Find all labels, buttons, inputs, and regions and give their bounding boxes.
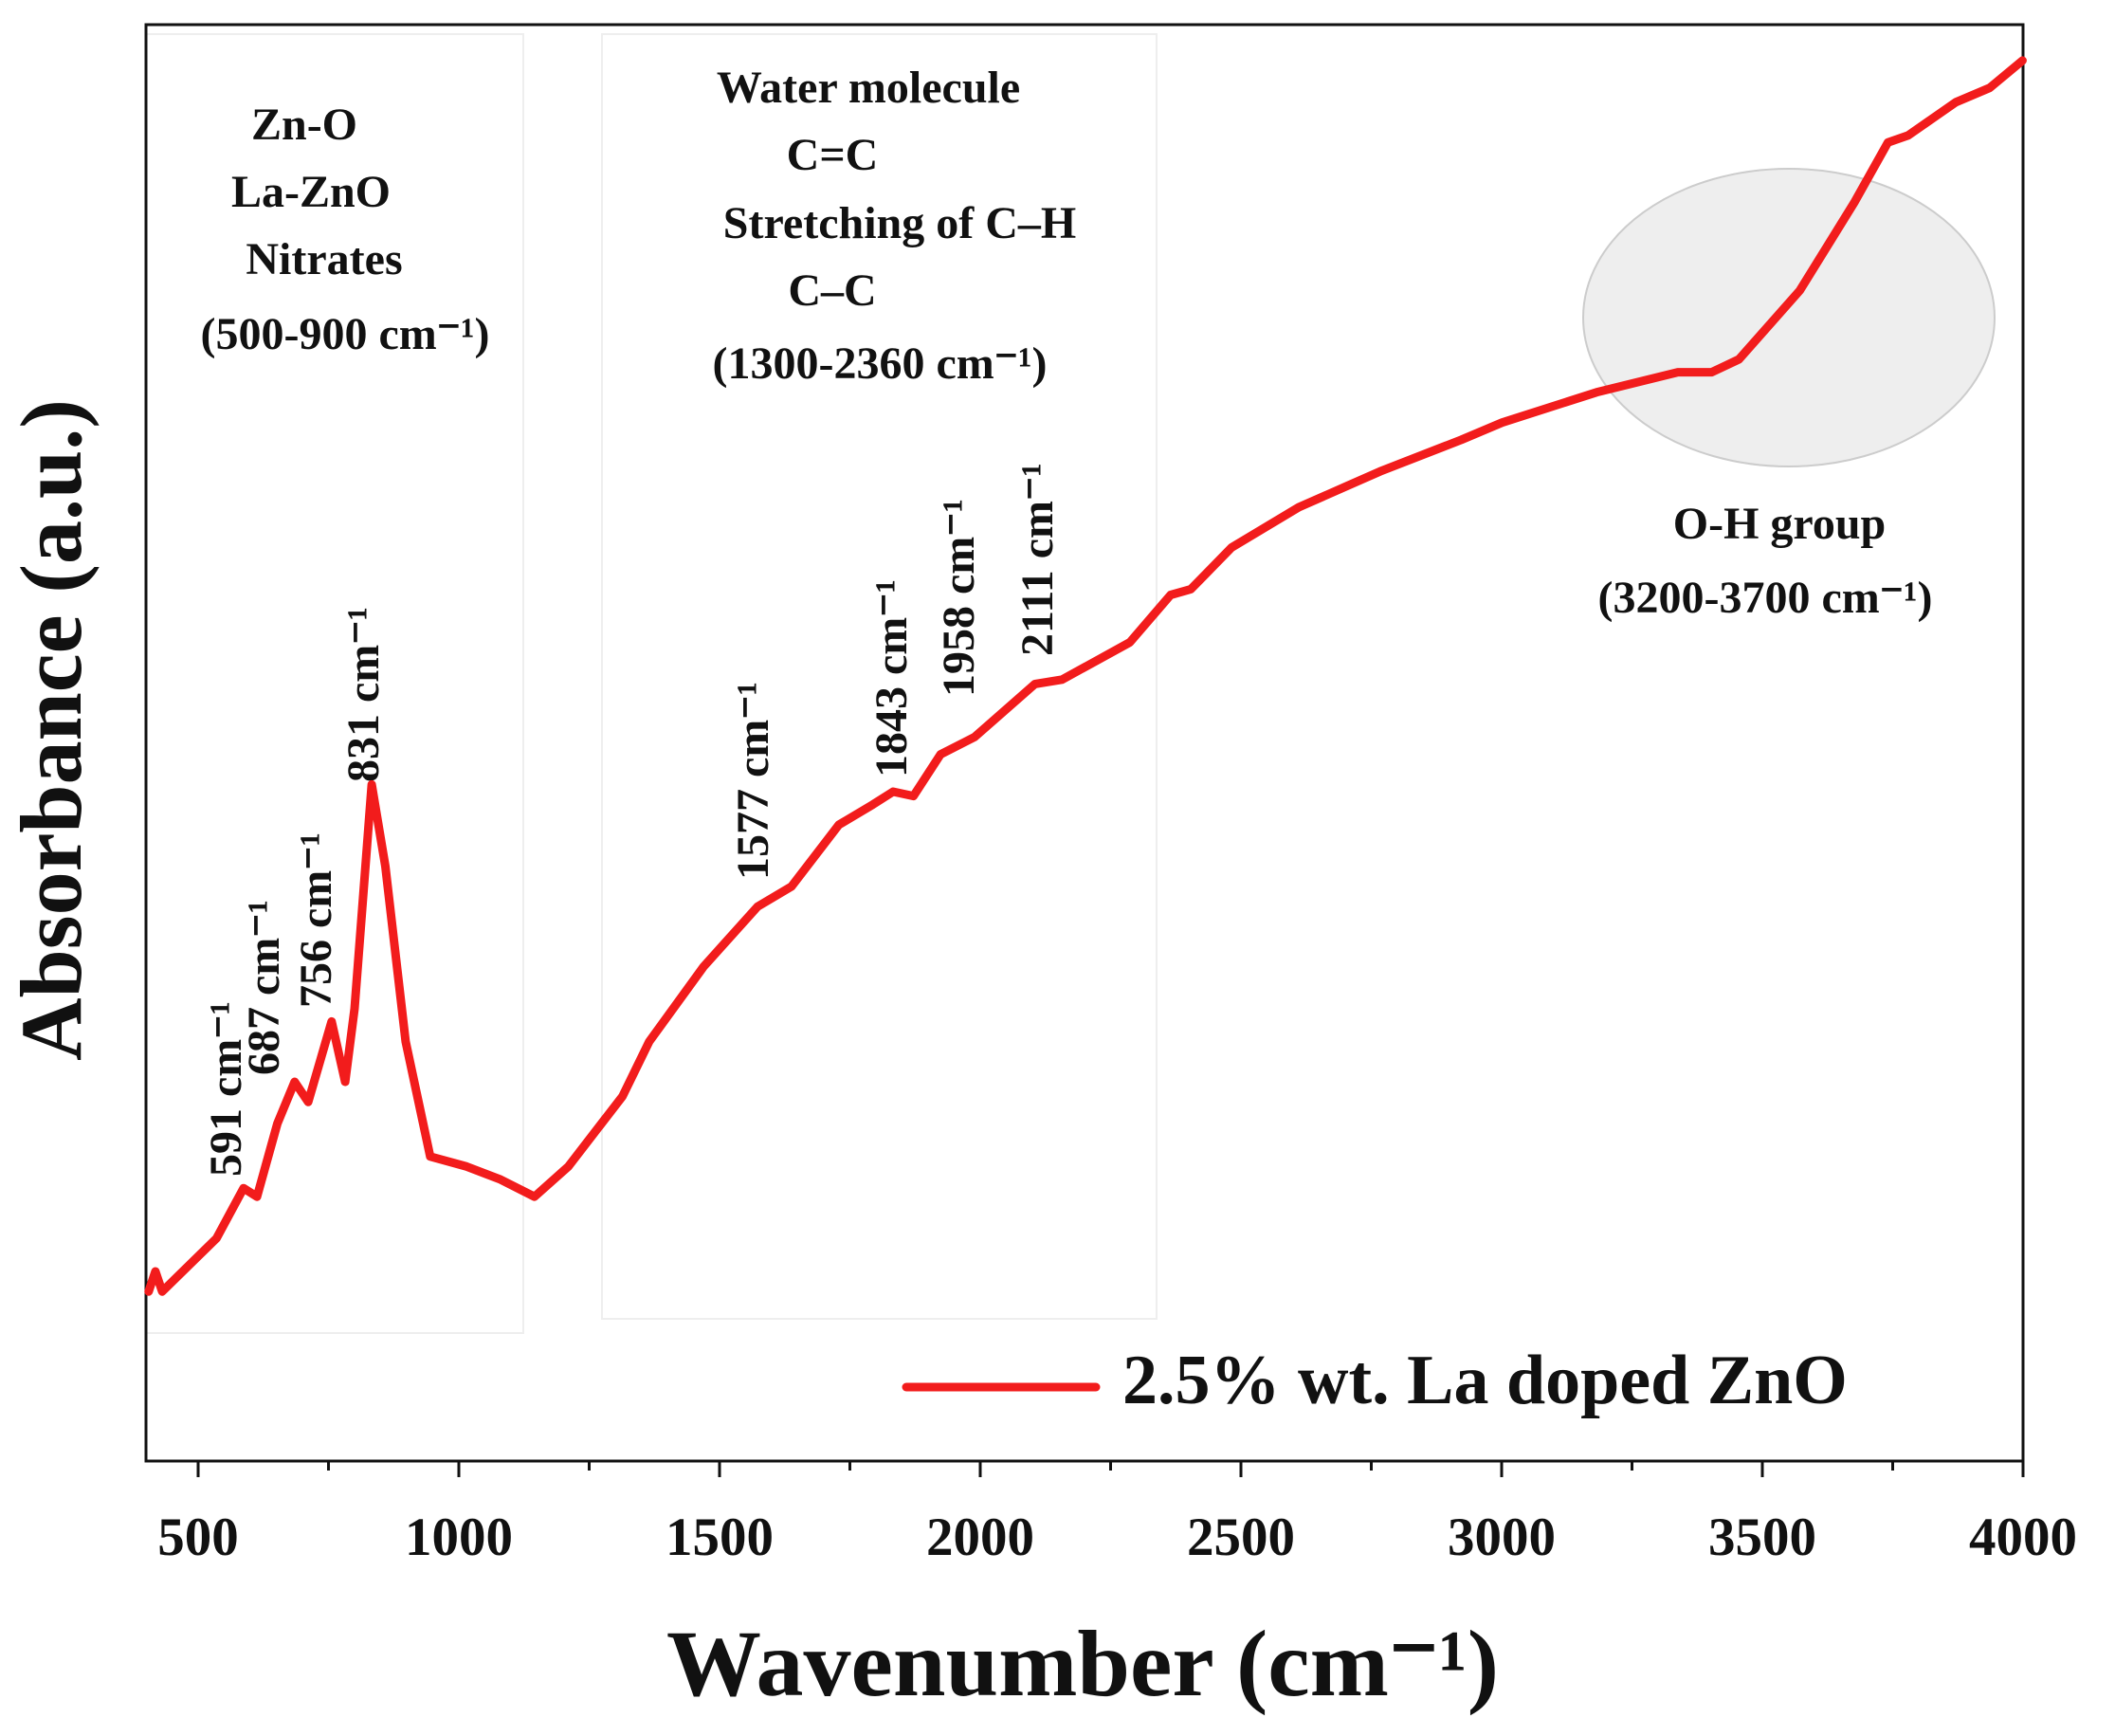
region-ellipse <box>1582 168 1996 467</box>
x-tick-label: 3000 <box>1448 1508 1556 1567</box>
peak-label: 831 cm⁻¹ <box>338 607 389 782</box>
legend-label: 2.5% wt. La doped ZnO <box>1122 1342 1848 1419</box>
peak-label: 687 cm⁻¹ <box>239 900 289 1075</box>
data-line <box>144 56 2027 1296</box>
x-tick-label: 1500 <box>665 1508 774 1567</box>
annotation: O-H group <box>1673 499 1886 549</box>
peak-label: 1577 cm⁻¹ <box>728 682 778 880</box>
annotation: (1300-2360 cm⁻¹) <box>713 338 1048 389</box>
annotation: Nitrates <box>246 234 402 284</box>
peak-label: 591 cm⁻¹ <box>201 1001 251 1177</box>
y-axis-title: Absorbance (a.u.) <box>3 399 100 1061</box>
x-tick-label: 500 <box>157 1508 239 1567</box>
annotation: Stretching of C–H <box>723 198 1076 248</box>
peak-label: 1958 cm⁻¹ <box>934 499 984 697</box>
annotation: La-ZnO <box>231 167 391 217</box>
region-box <box>601 33 1158 1320</box>
x-tick-label: 1000 <box>405 1508 513 1567</box>
annotation: (3200-3700 cm⁻¹) <box>1598 573 1933 623</box>
peak-label: 2111 cm⁻¹ <box>1012 463 1063 656</box>
x-axis-title: Wavenumber (cm⁻¹) <box>666 1611 1499 1716</box>
x-tick-label: 3500 <box>1708 1508 1816 1567</box>
peak-label: 756 cm⁻¹ <box>291 832 341 1008</box>
annotation: (500-900 cm⁻¹) <box>201 309 490 359</box>
x-tick-label: 4000 <box>1969 1508 2077 1567</box>
peak-label: 1843 cm⁻¹ <box>866 579 917 777</box>
x-tick-label: 2000 <box>926 1508 1034 1567</box>
plot-frame <box>144 23 2025 1463</box>
annotation: C=C <box>787 130 879 180</box>
annotation: Zn-O <box>251 100 357 150</box>
annotation: Water molecule <box>717 63 1020 113</box>
annotation: C–C <box>788 265 876 316</box>
x-tick-label: 2500 <box>1187 1508 1295 1567</box>
